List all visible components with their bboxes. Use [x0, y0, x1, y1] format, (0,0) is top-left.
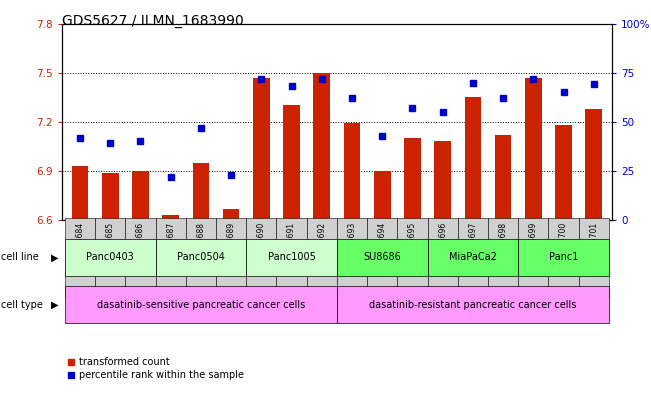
Text: Panc1: Panc1: [549, 252, 578, 263]
Bar: [428, 218, 458, 297]
Text: GSM1435684: GSM1435684: [76, 222, 85, 273]
Text: ▶: ▶: [51, 252, 59, 263]
Bar: [223, 209, 240, 220]
Bar: [344, 123, 360, 220]
Bar: [65, 239, 156, 276]
Bar: [488, 218, 518, 297]
Bar: [495, 135, 512, 220]
Text: Panc0403: Panc0403: [87, 252, 134, 263]
Bar: [246, 239, 337, 276]
Text: GSM1435689: GSM1435689: [227, 222, 236, 273]
Bar: [193, 163, 209, 220]
Bar: [246, 218, 277, 297]
Bar: [65, 286, 337, 323]
Bar: [465, 97, 481, 220]
Bar: [102, 173, 118, 220]
Bar: [518, 239, 609, 276]
Text: GSM1435687: GSM1435687: [166, 222, 175, 273]
Text: dasatinib-sensitive pancreatic cancer cells: dasatinib-sensitive pancreatic cancer ce…: [97, 299, 305, 310]
Bar: [65, 218, 95, 297]
Text: GSM1435685: GSM1435685: [105, 222, 115, 273]
Bar: [132, 171, 148, 220]
Bar: [72, 166, 89, 220]
Bar: [216, 218, 246, 297]
Text: MiaPaCa2: MiaPaCa2: [449, 252, 497, 263]
Text: Panc0504: Panc0504: [177, 252, 225, 263]
Text: GSM1435693: GSM1435693: [348, 222, 357, 273]
Bar: [337, 239, 428, 276]
Text: GSM1435691: GSM1435691: [287, 222, 296, 273]
Bar: [548, 218, 579, 297]
Bar: [555, 125, 572, 220]
Text: GSM1435701: GSM1435701: [589, 222, 598, 273]
Bar: [458, 218, 488, 297]
Bar: [314, 73, 330, 220]
Bar: [337, 286, 609, 323]
Bar: [337, 218, 367, 297]
Text: GSM1435699: GSM1435699: [529, 222, 538, 273]
Bar: [367, 218, 397, 297]
Bar: [307, 218, 337, 297]
Bar: [125, 218, 156, 297]
Text: Panc1005: Panc1005: [268, 252, 316, 263]
Bar: [186, 218, 216, 297]
Bar: [162, 215, 179, 220]
Text: GSM1435692: GSM1435692: [317, 222, 326, 273]
Bar: [374, 171, 391, 220]
Text: GSM1435686: GSM1435686: [136, 222, 145, 273]
Text: GSM1435700: GSM1435700: [559, 222, 568, 273]
Bar: [95, 218, 125, 297]
Bar: [428, 239, 518, 276]
Text: cell line: cell line: [1, 252, 38, 263]
Text: GSM1435696: GSM1435696: [438, 222, 447, 273]
Text: GSM1435690: GSM1435690: [257, 222, 266, 273]
Text: GDS5627 / ILMN_1683990: GDS5627 / ILMN_1683990: [62, 14, 243, 28]
Text: GSM1435698: GSM1435698: [499, 222, 508, 273]
Text: GSM1435697: GSM1435697: [469, 222, 477, 273]
Text: GSM1435695: GSM1435695: [408, 222, 417, 273]
Bar: [253, 78, 270, 220]
Bar: [397, 218, 428, 297]
Bar: [525, 78, 542, 220]
Text: ▶: ▶: [51, 299, 59, 310]
Bar: [156, 239, 246, 276]
Legend: transformed count, percentile rank within the sample: transformed count, percentile rank withi…: [63, 354, 248, 384]
Bar: [585, 109, 602, 220]
Bar: [434, 141, 451, 220]
Text: cell type: cell type: [1, 299, 42, 310]
Bar: [283, 105, 300, 220]
Bar: [277, 218, 307, 297]
Bar: [579, 218, 609, 297]
Text: dasatinib-resistant pancreatic cancer cells: dasatinib-resistant pancreatic cancer ce…: [369, 299, 577, 310]
Bar: [518, 218, 548, 297]
Bar: [404, 138, 421, 220]
Text: SU8686: SU8686: [363, 252, 401, 263]
Text: GSM1435694: GSM1435694: [378, 222, 387, 273]
Bar: [156, 218, 186, 297]
Text: GSM1435688: GSM1435688: [197, 222, 205, 273]
